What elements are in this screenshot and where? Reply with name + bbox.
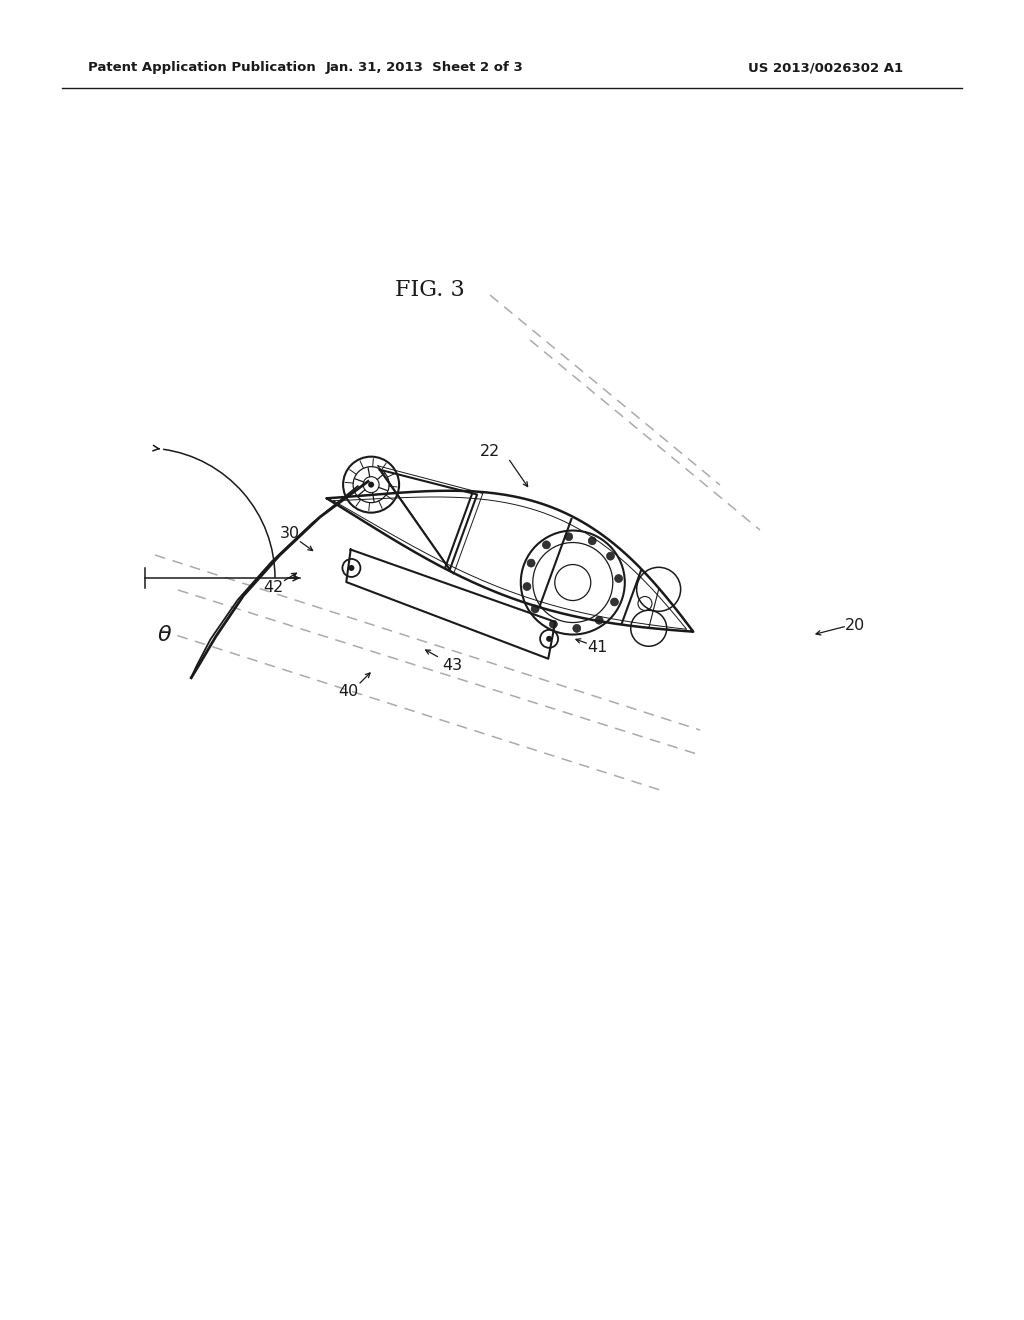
Circle shape: [546, 636, 552, 642]
Text: Patent Application Publication: Patent Application Publication: [88, 62, 315, 74]
Circle shape: [595, 616, 603, 624]
Circle shape: [348, 565, 354, 572]
Text: 40: 40: [338, 685, 358, 700]
Circle shape: [572, 624, 581, 632]
Text: $\theta$: $\theta$: [158, 624, 173, 645]
Circle shape: [543, 541, 551, 549]
Text: US 2013/0026302 A1: US 2013/0026302 A1: [748, 62, 903, 74]
Circle shape: [565, 533, 572, 541]
Circle shape: [610, 598, 618, 606]
Circle shape: [368, 482, 374, 487]
Text: 43: 43: [442, 657, 462, 672]
Text: 41: 41: [587, 640, 607, 656]
Circle shape: [606, 552, 614, 560]
Circle shape: [527, 560, 536, 568]
Circle shape: [549, 620, 557, 628]
Text: 42: 42: [263, 579, 283, 594]
Text: Jan. 31, 2013  Sheet 2 of 3: Jan. 31, 2013 Sheet 2 of 3: [326, 62, 524, 74]
Circle shape: [523, 582, 531, 590]
Circle shape: [531, 605, 539, 612]
Circle shape: [614, 574, 623, 582]
Circle shape: [588, 537, 596, 545]
Text: 22: 22: [480, 445, 500, 459]
Text: FIG. 3: FIG. 3: [395, 279, 465, 301]
Text: 20: 20: [845, 618, 865, 632]
Text: 30: 30: [280, 527, 300, 541]
